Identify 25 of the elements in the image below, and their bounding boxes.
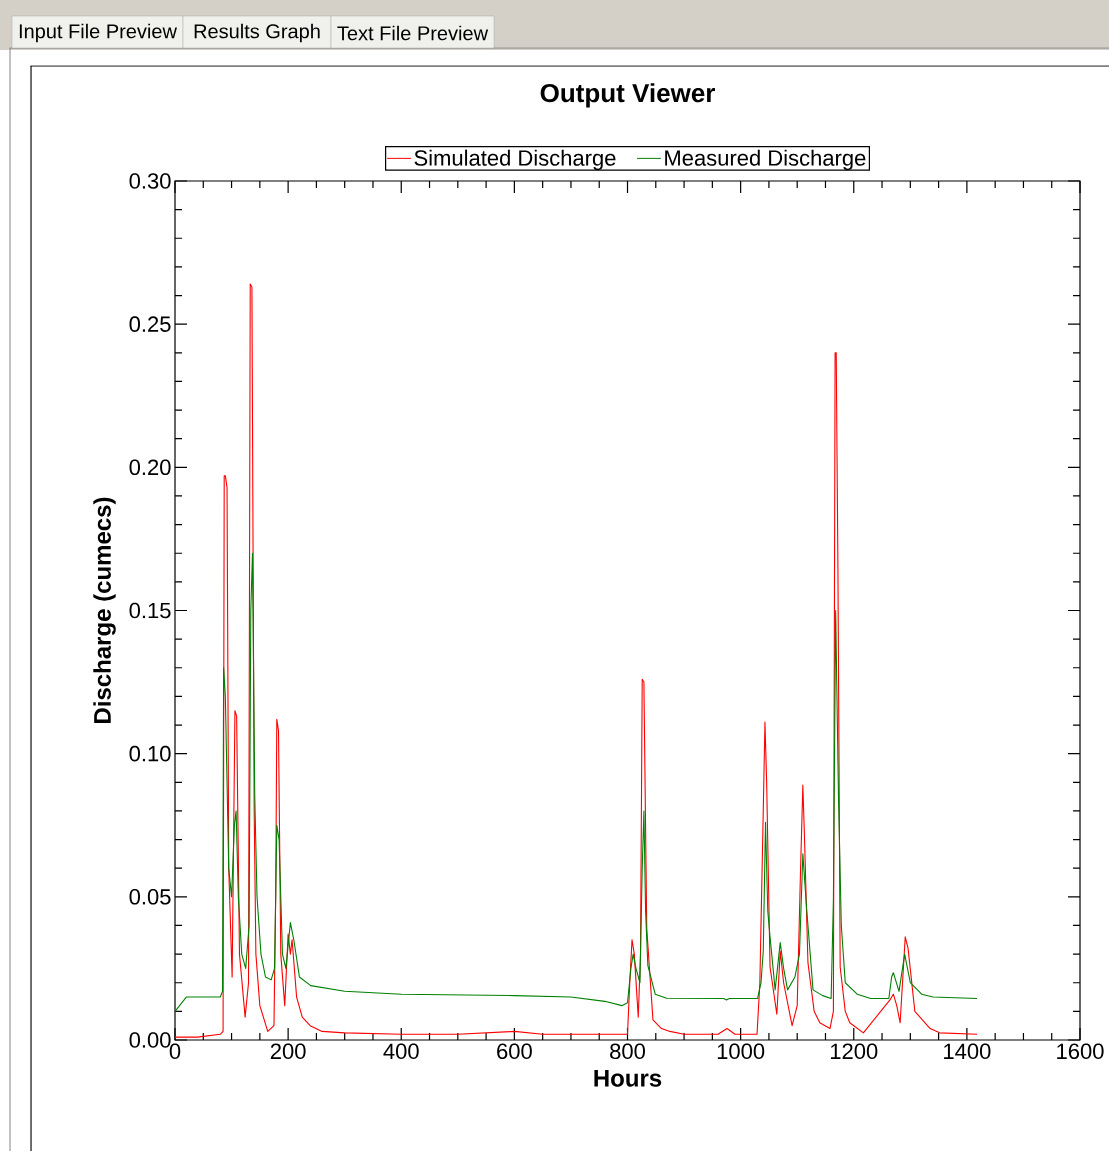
x-tick-label: 1000 bbox=[717, 1043, 765, 1060]
y-tick-label: 0.00 bbox=[129, 1032, 171, 1048]
y-tick-label: 0.10 bbox=[129, 745, 171, 762]
text: Input File Preview bbox=[19, 23, 177, 43]
y-axis-title: Discharge (cumecs) bbox=[93, 497, 116, 723]
y-tick-label: 0.25 bbox=[129, 316, 171, 332]
text: Results Graph bbox=[194, 23, 320, 43]
x-axis-title: Hours bbox=[594, 1069, 662, 1087]
y-tick-label: 0.15 bbox=[129, 602, 171, 619]
x-tick-label: 1600 bbox=[1057, 1043, 1104, 1060]
legend-label: Simulated Discharge bbox=[414, 149, 616, 171]
x-tick-label: 0 bbox=[169, 1043, 181, 1060]
x-tick-label: 200 bbox=[270, 1043, 306, 1060]
x-tick-label: 600 bbox=[497, 1043, 532, 1060]
y-tick-label: 0.20 bbox=[129, 459, 171, 476]
y-tick-label: 0.30 bbox=[129, 173, 171, 189]
legend-label: Measured Discharge bbox=[665, 149, 866, 171]
x-tick-label: 400 bbox=[383, 1043, 419, 1060]
text: Text File Preview bbox=[337, 25, 489, 41]
x-tick-label: 1400 bbox=[944, 1043, 991, 1060]
y-tick-label: 0.05 bbox=[129, 889, 171, 905]
line-series bbox=[175, 552, 978, 1012]
x-tick-label: 1200 bbox=[830, 1043, 878, 1060]
chart-title: Output Viewer bbox=[540, 83, 716, 108]
x-tick-label: 800 bbox=[610, 1043, 645, 1060]
